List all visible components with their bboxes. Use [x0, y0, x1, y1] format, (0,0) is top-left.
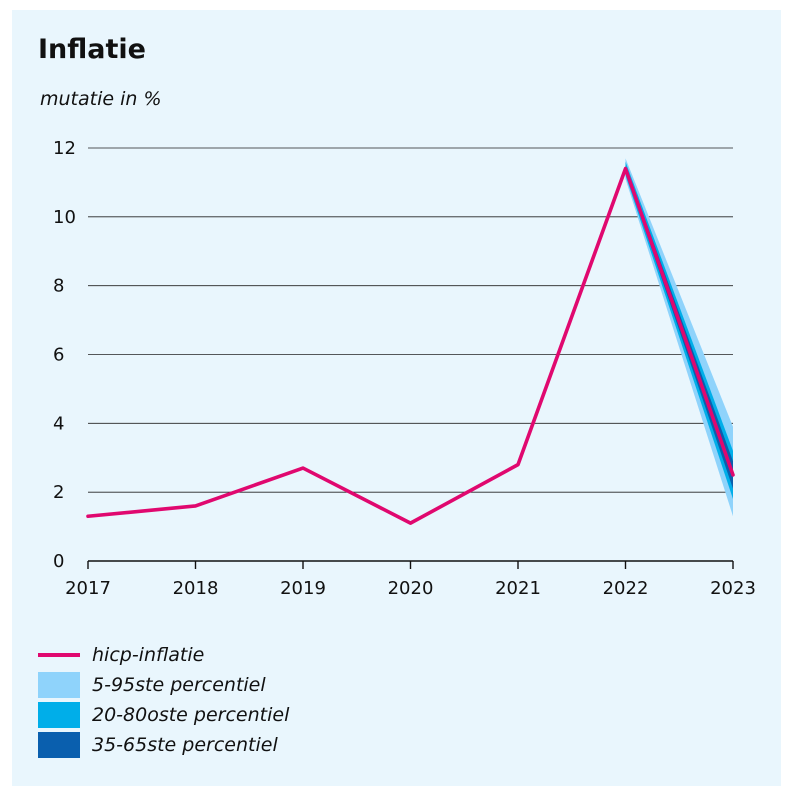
- legend-item-band-35-65: 35-65ste percentiel: [38, 730, 289, 760]
- x-tick-label-2018: 2018: [173, 578, 219, 599]
- x-tick-label-2019: 2019: [280, 578, 326, 599]
- legend-label-band-35-65: 35-65ste percentiel: [92, 734, 278, 756]
- y-axis-label: mutatie in %: [40, 88, 162, 110]
- legend-swatch-band-35-65: [38, 732, 80, 758]
- x-tick-label-2021: 2021: [495, 578, 541, 599]
- y-tick-label-8: 8: [53, 276, 64, 297]
- x-tick-label-2023: 2023: [710, 578, 756, 599]
- legend-item-hicp: hicp-inflatie: [38, 640, 289, 670]
- legend-label-hicp: hicp-inflatie: [92, 644, 205, 666]
- legend-label-band-5-95: 5-95ste percentiel: [92, 674, 266, 696]
- x-tick-label-2017: 2017: [65, 578, 111, 599]
- y-tick-label-12: 12: [53, 138, 76, 159]
- y-tick-label-0: 0: [53, 551, 64, 572]
- legend-swatch-hicp: [38, 653, 80, 657]
- legend-swatch-band-20-80: [38, 702, 80, 728]
- y-tick-label-10: 10: [53, 207, 76, 228]
- series-line-0: [86, 166, 735, 525]
- legend: hicp-inflatie 5-95ste percentiel 20-80os…: [38, 640, 289, 760]
- chart-panel: [12, 10, 781, 786]
- x-tick-label-2020: 2020: [388, 578, 434, 599]
- y-tick-label-2: 2: [53, 482, 64, 503]
- y-tick-label-6: 6: [53, 345, 64, 366]
- x-tick-label-2022: 2022: [603, 578, 649, 599]
- legend-item-band-5-95: 5-95ste percentiel: [38, 670, 289, 700]
- chart-title: Inflatie: [38, 34, 146, 65]
- legend-label-band-20-80: 20-80oste percentiel: [92, 704, 290, 726]
- legend-item-band-20-80: 20-80oste percentiel: [38, 700, 289, 730]
- legend-swatch-band-5-95: [38, 672, 80, 698]
- y-tick-label-4: 4: [53, 413, 64, 434]
